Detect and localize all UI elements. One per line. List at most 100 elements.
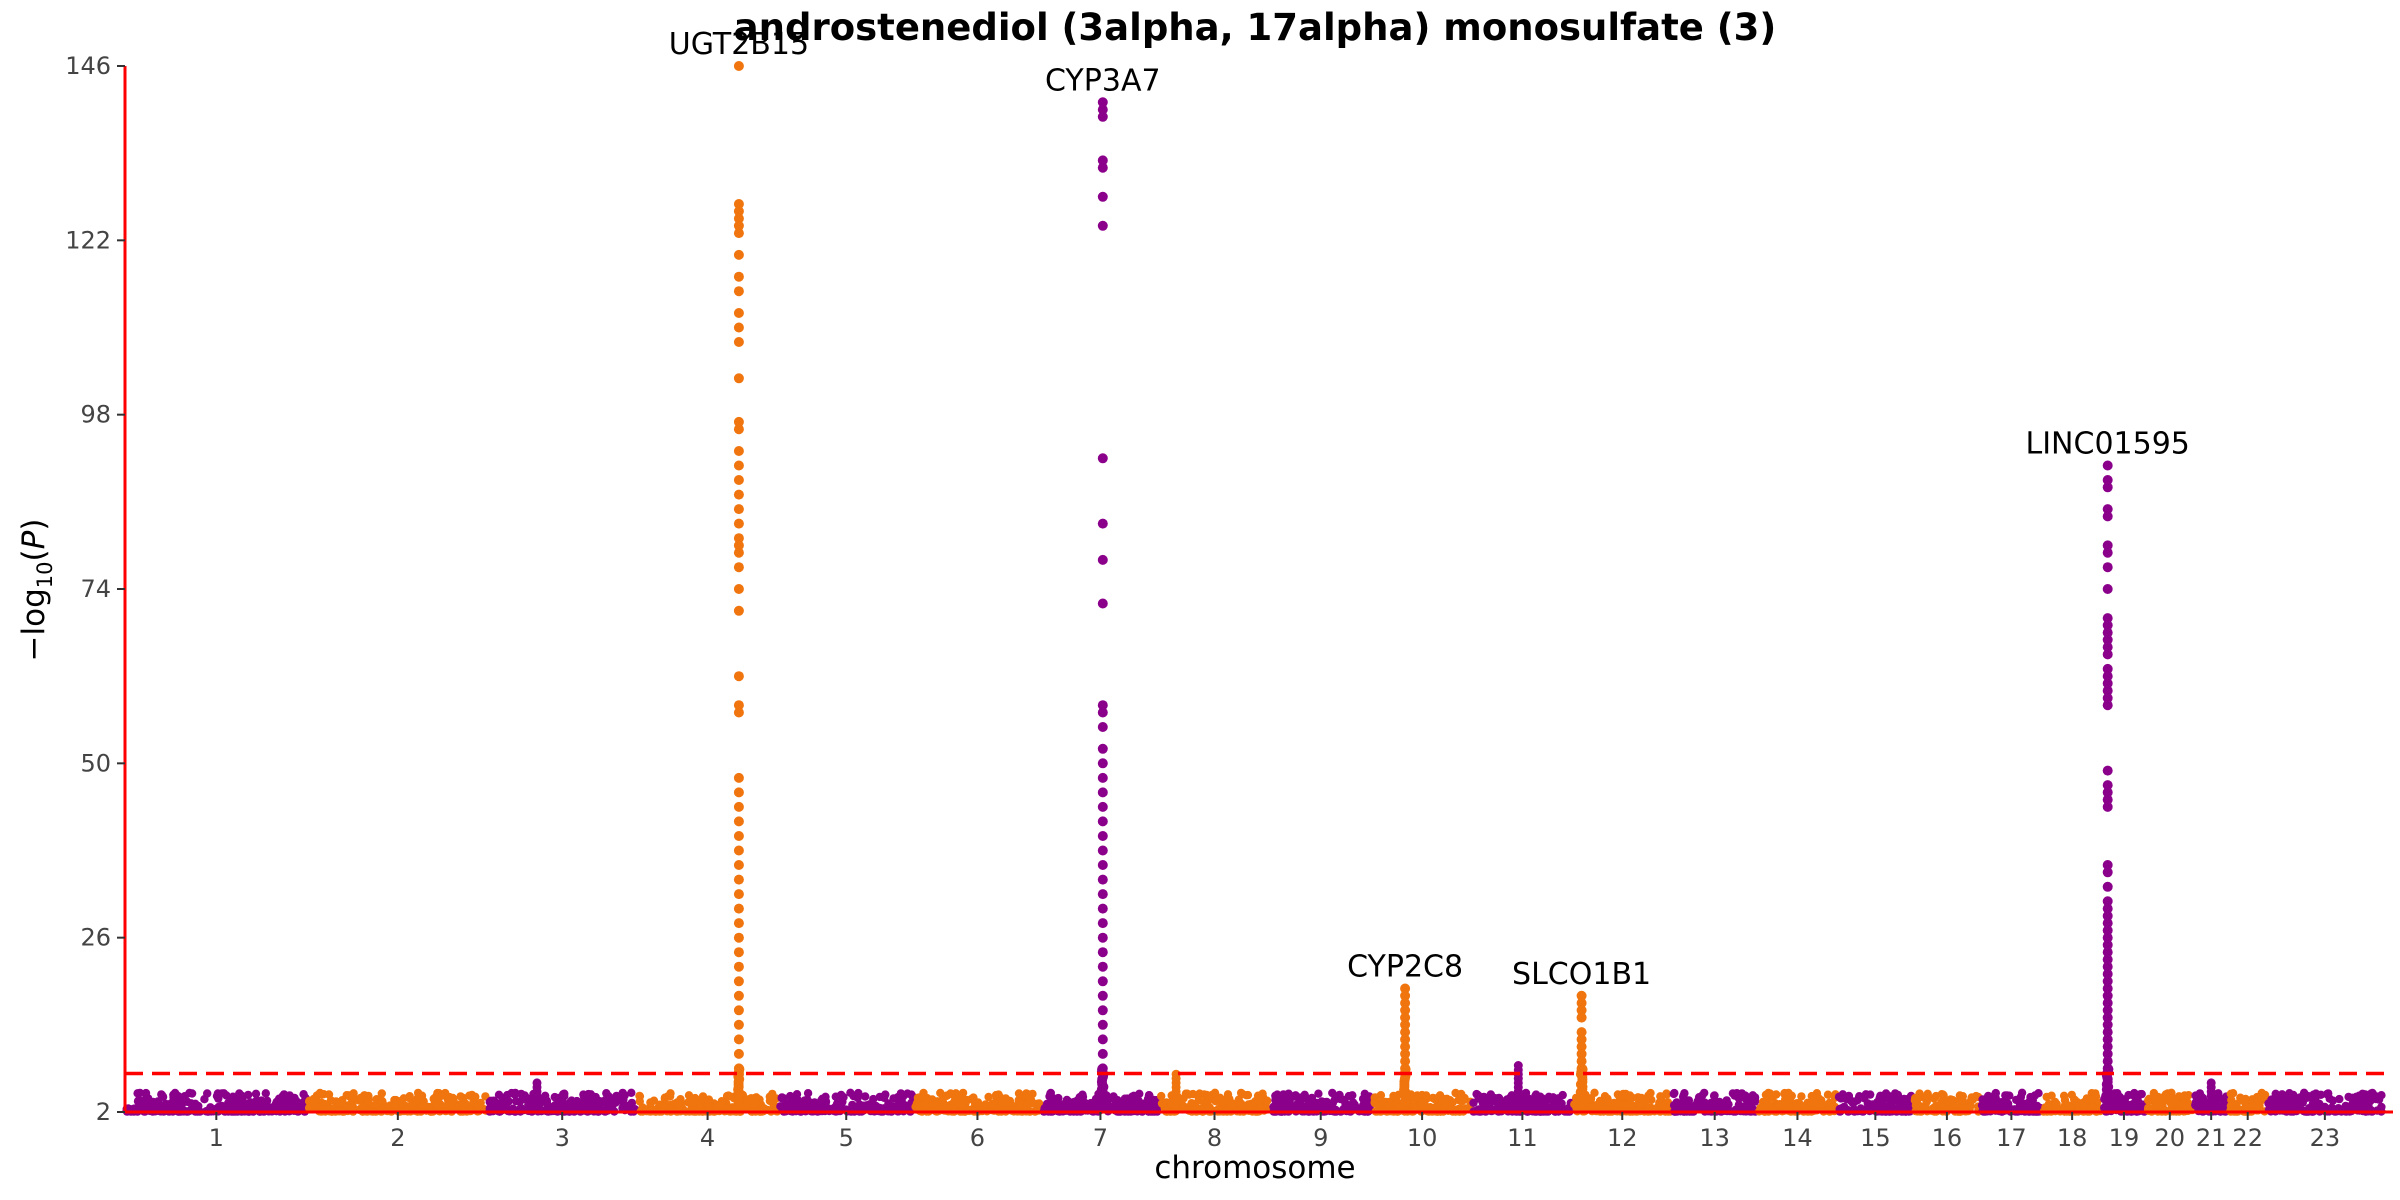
snp-point: [704, 1095, 714, 1104]
snp-point: [1204, 1092, 1213, 1102]
snp-point: [1097, 722, 1108, 732]
snp-point: [1823, 1090, 1833, 1099]
snp-point: [733, 990, 744, 1001]
chromosome-band-6: [911, 1088, 1044, 1116]
snp-point: [1576, 1034, 1587, 1045]
snp-point: [733, 322, 744, 333]
snp-point: [469, 1097, 478, 1106]
snp-point: [1576, 1056, 1587, 1067]
gene-labels-layer: UGT2B15 CYP3A7 CYP2C8 SLCO1B1 LINC01595: [669, 27, 2190, 992]
snp-point: [235, 1089, 244, 1098]
snp-point: [853, 1093, 862, 1103]
snp-point: [869, 1094, 878, 1104]
snp-point: [991, 1090, 1001, 1100]
y-tick-label: 122: [65, 226, 111, 254]
snp-point: [1097, 518, 1108, 529]
snp-point: [1045, 1103, 1055, 1112]
snp-point: [1808, 1095, 1817, 1105]
snp-point: [135, 1101, 144, 1110]
snp-point: [1400, 1034, 1411, 1045]
snp-point: [1097, 104, 1108, 115]
gene-label-UGT2B15: UGT2B15: [669, 27, 809, 62]
snp-point: [733, 772, 744, 783]
snp-point: [2315, 1099, 2324, 1109]
snp-point: [733, 518, 744, 529]
snp-point: [377, 1096, 386, 1106]
snp-point: [2371, 1094, 2381, 1104]
snp-point: [1400, 1056, 1411, 1067]
snp-point: [733, 1019, 744, 1030]
snp-point: [399, 1094, 408, 1103]
snp-point: [879, 1093, 889, 1103]
snp-point: [296, 1103, 305, 1113]
snp-point: [618, 1103, 627, 1113]
snp-point: [1662, 1090, 1671, 1099]
snp-point: [733, 213, 744, 224]
snp-point: [2030, 1091, 2040, 1100]
snp-point: [1485, 1101, 1494, 1110]
snp-point: [1045, 1092, 1054, 1101]
snp-point: [1097, 707, 1108, 718]
snp-point: [1428, 1093, 1438, 1103]
snp-point: [2286, 1100, 2296, 1110]
snp-point: [1223, 1090, 1233, 1099]
snp-point: [1097, 918, 1108, 929]
snp-point: [1097, 111, 1108, 122]
snp-point: [907, 1090, 916, 1099]
peak-CYP3A7: [1096, 97, 1109, 1110]
x-tick-label: 11: [1507, 1124, 1538, 1152]
snp-point: [1700, 1088, 1709, 1098]
snp-point: [1097, 801, 1108, 812]
snp-point: [1693, 1098, 1703, 1108]
snp-point: [2102, 627, 2113, 638]
snp-point: [1237, 1099, 1246, 1108]
snp-point: [2065, 1101, 2074, 1111]
snp-point: [1141, 1103, 1150, 1113]
snp-point: [2102, 910, 2113, 921]
snp-point: [1187, 1099, 1196, 1108]
snp-point: [733, 199, 744, 209]
snp-point: [2102, 634, 2113, 645]
snp-point: [261, 1089, 270, 1098]
snp-point: [939, 1093, 948, 1103]
snp-point: [1400, 1048, 1411, 1059]
snp-point: [1985, 1100, 1994, 1109]
snp-point: [1210, 1088, 1220, 1098]
snp-point: [733, 961, 744, 972]
snp-point: [133, 1089, 142, 1098]
snp-point: [1314, 1089, 1323, 1098]
snp-point: [733, 947, 744, 958]
snp-point: [1838, 1103, 1847, 1113]
snp-point: [1097, 743, 1108, 754]
snp-point: [2102, 947, 2113, 958]
snp-point: [2102, 765, 2113, 776]
snp-point: [1576, 1041, 1587, 1052]
snp-point: [1435, 1091, 1445, 1100]
x-tick-label: 7: [1093, 1124, 1108, 1152]
snp-point: [1595, 1096, 1605, 1106]
snp-point: [684, 1091, 694, 1100]
snp-point: [733, 286, 744, 297]
snp-point: [1384, 1097, 1393, 1107]
snp-point: [1702, 1101, 1711, 1110]
snp-point: [1576, 1012, 1587, 1023]
snp-point: [1669, 1089, 1679, 1099]
snp-point: [1622, 1100, 1631, 1109]
snp-point: [1400, 1019, 1411, 1030]
snp-point: [2102, 1056, 2113, 1067]
snp-point: [765, 1096, 775, 1106]
snp-point: [532, 1078, 542, 1088]
snp-point: [1317, 1097, 1326, 1106]
snp-point: [1948, 1095, 1957, 1105]
snp-point: [984, 1092, 993, 1102]
snp-point: [238, 1096, 247, 1105]
snp-point: [733, 540, 744, 551]
snp-point: [2161, 1090, 2170, 1099]
snp-point: [1058, 1100, 1067, 1109]
snp-point: [2206, 1078, 2216, 1088]
snp-point: [836, 1091, 845, 1100]
snp-point: [1358, 1094, 1368, 1104]
y-tick-label: 2: [96, 1098, 111, 1126]
snp-point: [2102, 1012, 2113, 1023]
